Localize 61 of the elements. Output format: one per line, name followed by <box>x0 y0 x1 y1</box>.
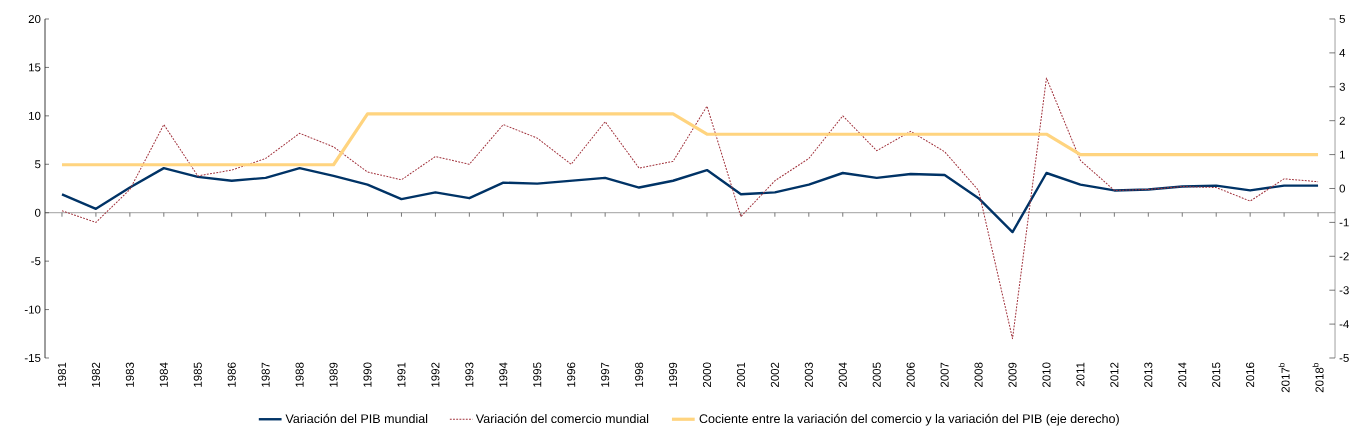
x-tick-label: 1986 <box>227 362 236 387</box>
y-tick-label: 15 <box>29 63 41 72</box>
x-tick-label: 2004 <box>838 362 847 388</box>
x-tick-label: 2017$^{b}$ <box>1278 363 1290 393</box>
x-tick-label: 1988 <box>295 362 304 387</box>
x-tick-label: 2014 <box>1178 362 1187 388</box>
y-tick-label: -10 <box>24 305 41 314</box>
x-tick-label: 1981 <box>57 362 67 387</box>
x-tick-label: 2013 <box>1144 362 1153 388</box>
x-tick-label: 2010 <box>1042 362 1051 388</box>
x-tick-label: 1998 <box>635 362 644 387</box>
y-tick-label: 5 <box>35 160 41 169</box>
y2-tick-label: 2 <box>1339 116 1345 125</box>
y2-tick-label: 1 <box>1339 150 1345 159</box>
x-tick-label: 2009 <box>1008 362 1017 388</box>
y-tick-label: 10 <box>29 111 41 120</box>
y-tick-label: -5 <box>31 257 41 266</box>
x-tick-label: 2001 <box>736 362 745 388</box>
x-tick-label: 2016 <box>1246 362 1255 388</box>
x-tick-label: 1989 <box>329 362 338 387</box>
x-tick-label: 2002 <box>770 362 779 388</box>
y-tick-label: -15 <box>24 354 41 362</box>
legend-label: Variación del comercio mundial <box>475 413 649 424</box>
y2-tick-label: 4 <box>1339 48 1346 57</box>
x-tick-label: 1997 <box>601 362 610 387</box>
x-tick-label: 2012 <box>1110 362 1119 388</box>
y2-tick-label: -1 <box>1339 218 1349 227</box>
x-tick-label: 1992 <box>431 362 440 387</box>
y-tick-label: 20 <box>28 14 41 24</box>
legend-label: Cociente entre la variación del comercio y la variación del PIB (eje derecho) <box>699 413 1119 426</box>
y2-tick-label: -4 <box>1339 320 1349 329</box>
x-tick-label: 1985 <box>193 362 202 387</box>
x-tick-label: 1994 <box>499 362 508 387</box>
line-series <box>61 77 1319 340</box>
x-tick-label: 1984 <box>159 362 168 387</box>
x-tick-label: 2007 <box>940 362 949 388</box>
x-tick-label: 1995 <box>533 362 542 387</box>
x-tick-label: 1982 <box>91 362 100 387</box>
y2-tick-label: 0 <box>1339 184 1346 193</box>
x-tick-label: 2000 <box>702 362 712 388</box>
y2-tick-label: 5 <box>1339 14 1346 23</box>
x-tick-label: 2011 <box>1076 362 1085 387</box>
y-tick-label: 0 <box>34 208 41 217</box>
x-tick-label: 1991 <box>397 362 406 387</box>
x-tick-label: 2008 <box>974 362 983 388</box>
x-tick-label: 2015 <box>1212 362 1221 388</box>
x-tick-label: 1983 <box>125 362 134 387</box>
x-tick-label: 1993 <box>465 362 474 387</box>
y2-tick-label: -2 <box>1339 252 1349 261</box>
y2-tick-label: 3 <box>1339 82 1345 91</box>
x-tick-label: 2003 <box>804 362 813 388</box>
x-tick-label: 1999 <box>668 362 678 387</box>
x-tick-label: 1996 <box>567 362 576 387</box>
x-tick-label: 1987 <box>261 362 270 387</box>
x-tick-label: 2005 <box>872 362 881 388</box>
y2-tick-label: -5 <box>1339 354 1349 362</box>
x-tick-label: 2006 <box>906 362 915 388</box>
x-tick-label: 2018$^{b}$ <box>1312 363 1324 393</box>
y2-tick-label: -3 <box>1339 286 1349 295</box>
x-tick-label: 1990 <box>363 362 372 387</box>
legend-label: Variación del PIB mundial <box>285 413 428 424</box>
